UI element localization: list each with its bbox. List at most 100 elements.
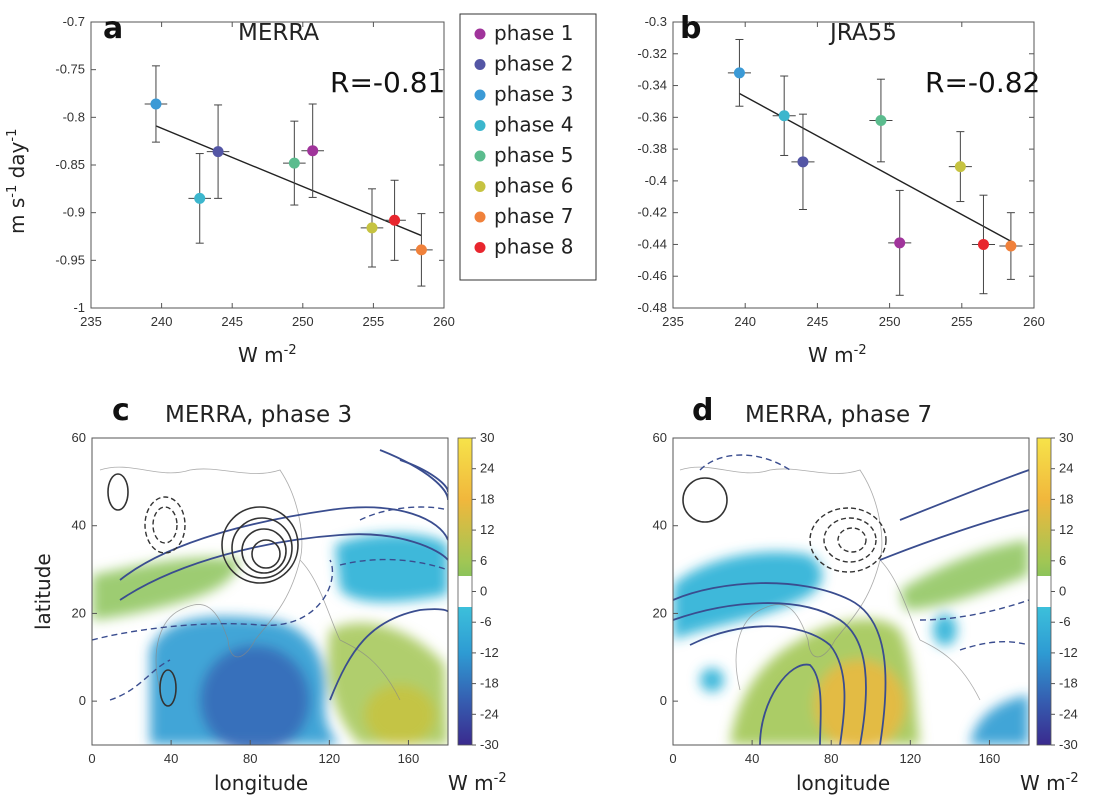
marker [733,67,745,79]
colorbar-d: 30 24 18 12 6 0 -6 -12 -18 -24 -30 [1036,430,1078,752]
data-point [383,179,406,261]
legend-item: phase 4 [474,113,573,137]
shading-deep-negative-c [200,645,310,745]
y-tick-label: 0 [660,693,667,708]
x-tick-label: 245 [221,314,243,329]
data-point [888,189,912,296]
y-tick-label: -0.4 [645,173,667,188]
annotation-a: R=-0.81 [330,66,445,99]
legend-marker [474,59,486,70]
legend-marker [474,181,486,192]
x-tick-label: 240 [151,314,173,329]
colorbar-tick-label: 0 [480,584,487,599]
panel-d: d MERRA, phase 7 [653,393,1079,795]
legend-label: phase 4 [494,113,573,137]
title-b: JRA55 [828,20,897,46]
legend-marker [474,150,486,162]
marker [288,157,300,169]
data-point [772,75,796,156]
y-tick-label: -0.34 [637,78,667,93]
map-c [92,438,448,745]
x-tick-label: 40 [745,751,759,766]
y-tick-label: -0.36 [637,109,667,124]
marker [150,98,162,110]
x-tick-label: 255 [951,314,973,329]
title-c: MERRA, phase 3 [165,402,352,428]
legend-item: phase 8 [474,235,573,259]
legend-item: phase 5 [474,143,573,167]
y-tick-label: 0 [79,693,86,708]
y-tick-label: -0.48 [637,300,667,315]
colorbar-tick-label: -18 [1059,676,1078,691]
shading-negative-east-c [335,533,448,602]
data-point [727,38,751,107]
xlabel-a: W m-2 [238,343,297,367]
data-point [283,120,306,206]
colorbar-tick-label: -6 [480,614,492,629]
colorbar-tick-label: 0 [1059,584,1066,599]
x-tick-label: 0 [669,751,676,766]
x-tick-label: 235 [80,314,102,329]
data-point [791,113,815,210]
y-tick-label: -0.46 [637,268,667,283]
data-point [301,103,324,198]
y-tick-label: -0.44 [637,236,667,251]
ylabel-a: m s-1 day-1 [5,129,29,234]
colorbar-tick-label: 12 [480,522,494,537]
legend-marker [474,89,486,101]
marker [366,222,378,234]
colorbar-unit-c: W m-2 [448,771,507,795]
legend-label: phase 3 [494,82,573,106]
x-tick-label: 80 [243,751,257,766]
panel-c: c MERRA, phase 3 [31,393,507,795]
marker [894,237,906,249]
colorbar-tick-label: 12 [1059,522,1073,537]
legend-item: phase 3 [474,82,573,106]
xlabel-d: longitude [796,771,890,795]
axes-frame-c [91,437,449,746]
y-tick-label: -0.8 [63,109,85,124]
data-point [410,213,433,287]
legend-label: phase 7 [494,204,573,228]
panel-label-b: b [680,11,701,46]
colorbar-ticks-c: 30 24 18 12 6 0 -6 -12 -18 -24 -30 [472,430,499,752]
title-a: MERRA [238,20,319,46]
colorbar-tick-label: -12 [480,645,499,660]
y-tick-label: -0.7 [63,14,85,29]
y-tick-label: 60 [653,430,667,445]
x-tick-label: 250 [879,314,901,329]
marker [797,156,809,168]
legend-item: phase 6 [474,174,573,198]
x-tick-label: 260 [433,314,455,329]
colorbar-tick-label: 30 [1059,430,1073,445]
marker [307,145,319,157]
x-tick-label: 240 [734,314,756,329]
y-tick-label: -0.85 [55,157,85,172]
y-tick-label: -0.75 [55,62,85,77]
colorbar-tick-label: 6 [1059,553,1066,568]
y-tick-label: -0.3 [645,14,667,29]
annotation-b: R=-0.82 [925,66,1040,99]
data-point [360,188,384,268]
y-tick-label: 20 [653,605,667,620]
y-tick-label: 20 [72,605,86,620]
points-b [727,38,1023,296]
coastline-c [99,466,401,701]
legend-marker [474,28,486,40]
legend-label: phase 6 [494,174,573,198]
xlabel-c: longitude [214,771,308,795]
xlabel-b: W m-2 [808,343,867,367]
map-d [673,438,1029,745]
colorbar-tick-label: -18 [480,676,499,691]
marker [194,192,206,204]
shading-negative-d [673,551,823,640]
x-tick-label: 160 [398,751,420,766]
y-tick-label: 60 [72,430,86,445]
title-d: MERRA, phase 7 [745,402,932,428]
y-tick-label: -1 [73,300,85,315]
legend-label: phase 1 [494,21,573,45]
legend: phase 1 phase 2 phase 3 phase 4 phase 5 phase… [459,13,597,281]
y-ticks-b: -0.48 -0.46 -0.44 -0.42 -0.4 -0.38 -0.36 -0.34 -… [637,14,1034,315]
legend-item: phase 1 [474,21,573,45]
marker [389,214,401,226]
